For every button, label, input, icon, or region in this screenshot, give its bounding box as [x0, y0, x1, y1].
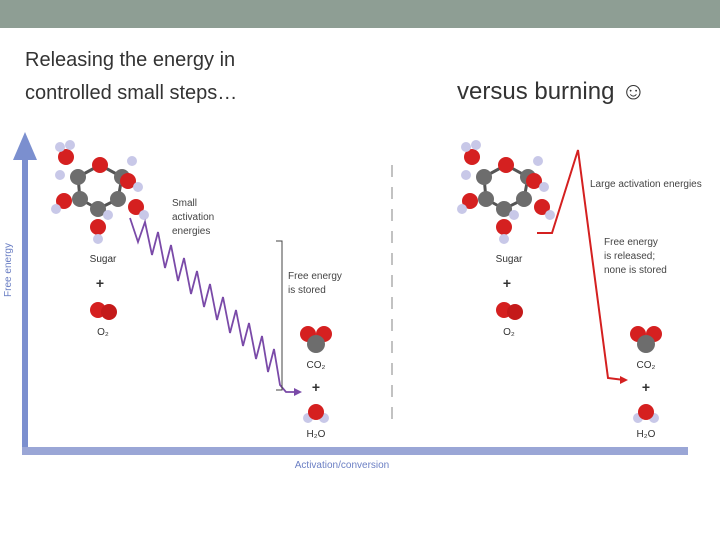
- bracket: [276, 240, 283, 391]
- arrowhead: [620, 376, 628, 384]
- plus: +: [96, 275, 104, 291]
- stepwise-path: [129, 217, 298, 393]
- note: Small: [172, 198, 197, 209]
- label: CO₂: [307, 360, 326, 371]
- co2-molecule: [630, 326, 662, 353]
- note: is stored: [288, 285, 326, 296]
- plus: +: [503, 275, 511, 291]
- h2o-molecule: [633, 404, 659, 423]
- x-axis-label: Activation/conversion: [295, 460, 390, 471]
- title-left: Releasing the energy in: [25, 49, 235, 71]
- note: none is stored: [604, 265, 667, 276]
- label: CO₂: [637, 360, 656, 371]
- sugar-molecule: [455, 138, 557, 246]
- o2-molecule: [496, 302, 523, 320]
- note: is released;: [604, 251, 655, 262]
- co2-molecule: [300, 326, 332, 353]
- plus: +: [642, 379, 650, 395]
- note: Large activation energies: [590, 179, 702, 190]
- label: H₂O: [637, 429, 656, 440]
- label: Sugar: [496, 254, 523, 265]
- label: Sugar: [90, 254, 117, 265]
- note: energies: [172, 226, 210, 237]
- top-bar: [0, 0, 720, 28]
- burning-path: [537, 149, 625, 381]
- arrowhead: [294, 388, 302, 396]
- note: Free energy: [604, 237, 658, 248]
- label: H₂O: [307, 429, 326, 440]
- label: O₂: [97, 327, 109, 338]
- label: O₂: [503, 327, 515, 338]
- note: Free energy: [288, 271, 342, 282]
- y-axis-arrow: [13, 132, 37, 160]
- h2o-molecule: [303, 404, 329, 423]
- o2-molecule: [90, 302, 117, 320]
- y-axis-label: Free energy: [3, 243, 14, 297]
- title-left: controlled small steps…: [25, 82, 237, 104]
- plus: +: [312, 379, 320, 395]
- note: activation: [172, 212, 214, 223]
- title-right: versus burning ☺: [457, 78, 646, 105]
